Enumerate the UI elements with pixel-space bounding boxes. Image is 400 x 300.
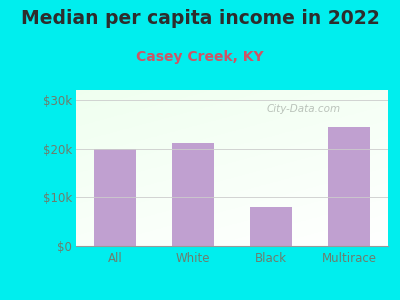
Text: Median per capita income in 2022: Median per capita income in 2022 <box>21 9 379 28</box>
Bar <box>250 207 292 246</box>
Text: Casey Creek, KY: Casey Creek, KY <box>136 50 264 64</box>
Bar <box>328 127 370 246</box>
Bar <box>94 148 136 246</box>
Bar <box>172 143 214 246</box>
Text: City-Data.com: City-Data.com <box>267 104 341 114</box>
